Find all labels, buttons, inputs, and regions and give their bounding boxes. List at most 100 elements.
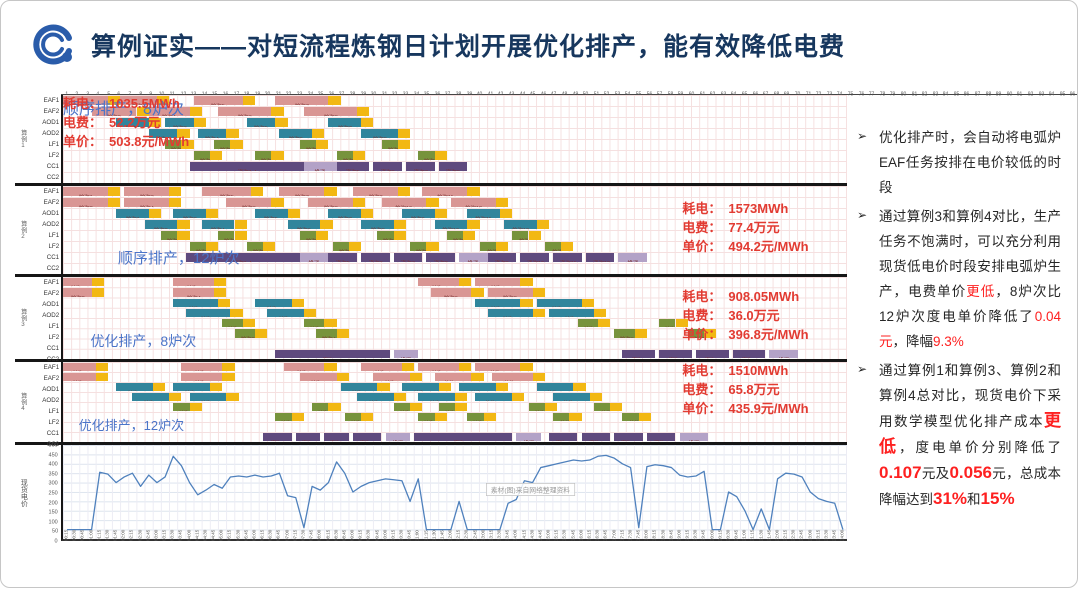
case-label: 算例4: [19, 392, 27, 412]
gantt-bar: 炉次10: [434, 373, 472, 381]
gantt-bar: 炉次2: [234, 329, 255, 338]
price-xlabel: 03:15: [162, 529, 168, 541]
gantt-bar: 炉次7: [659, 319, 676, 328]
time-tick: 9: [146, 81, 157, 98]
price-xlabel: 15:45: [570, 529, 576, 541]
gantt-bar: 炉次1: [222, 319, 243, 328]
highlight-text: 9.3%: [933, 334, 964, 349]
gantt-wait-block: [410, 403, 423, 411]
stat-value: 77.4万元: [728, 219, 780, 235]
gantt-wait-block: [230, 308, 243, 317]
machine-row-label: EAF1: [43, 279, 60, 286]
gantt-bar: 炉次4: [124, 198, 170, 207]
time-tick: 36: [432, 81, 443, 98]
time-tick: 13: [188, 81, 199, 98]
bullet-item: ➢ 优化排产时，会自动将电弧炉EAF任务按排在电价较低的时段: [857, 125, 1061, 200]
price-xlabel: 12:45: [472, 529, 478, 541]
price-xlabel: 04:00: [186, 529, 192, 541]
gantt-bar: 浇次8: [426, 253, 455, 262]
gantt-wait-block: [704, 329, 717, 338]
gantt-wait-block: [434, 209, 447, 218]
gantt-wait-block: [107, 96, 121, 105]
gantt-bar: 炉次1: [63, 187, 108, 196]
machine-row-label: CC1: [46, 345, 60, 352]
gantt-bar: 炉次10: [553, 413, 570, 421]
gantt-bar: 炉次6: [218, 107, 272, 116]
gantt-bar: 炉次4: [373, 373, 411, 381]
gantt-wait-block: [271, 107, 284, 116]
gantt-wait-block: [177, 220, 190, 229]
gantt-bar: 炉次3: [165, 118, 194, 127]
price-xlabel: 09:15: [358, 529, 364, 541]
machine-row-label: CC2: [46, 174, 60, 181]
gantt-bar: 炉次12: [553, 393, 590, 401]
gantt-bar: 浇次10: [581, 433, 611, 441]
gantt-bar: 炉次8: [410, 242, 427, 251]
machine-row-label: CC2: [46, 441, 60, 448]
price-xlabel: 17:45: [636, 529, 642, 541]
gantt-bar: 炉次7: [377, 231, 394, 240]
price-xlabel: 15:30: [562, 529, 568, 541]
bullet-marker-icon: ➢: [857, 129, 868, 143]
page-title: 算例证实——对短流程炼钢日计划开展优化排产，能有效降低电费: [91, 33, 846, 61]
case-label: 算例2: [19, 220, 27, 240]
gantt-bar: 浇次8: [732, 349, 766, 358]
gantt-wait-block: [234, 231, 247, 240]
gantt-bar: 炉次6: [487, 308, 533, 317]
price-xlabel: 09:00: [350, 529, 355, 541]
price-xlabel: 07:30: [301, 529, 306, 541]
stat-key: 单价：: [63, 133, 103, 149]
stat-key: 电费：: [63, 114, 103, 130]
machine-row-labels: EAF1 EAF2 AOD1 AOD2 LF1 LF2 CC1 CC2: [31, 277, 61, 363]
gantt-wait-block: [520, 298, 533, 307]
price-xlabel: 05:30: [235, 529, 241, 541]
bullet-text: 优化排产时，会自动将电弧炉EAF任务按排在电价较低的时段: [879, 125, 1061, 200]
stat-value: 503.8元/MWh: [109, 133, 190, 149]
gantt-wait-block: [95, 373, 108, 381]
price-xlabel: 01:45: [113, 529, 119, 541]
gantt-bar: 炉次7: [536, 298, 582, 307]
stat-row: 单价： 396.8元/MWh: [682, 326, 808, 345]
gantt-bar: 炉次5: [254, 209, 288, 218]
gantt-wait-block: [397, 129, 411, 138]
gantt-bar: 炉次12: [450, 198, 496, 207]
time-tick: 59: [675, 81, 686, 98]
gantt-bar: 浇次6: [361, 253, 390, 262]
bullet-marker-icon: ➢: [857, 362, 868, 376]
time-tick: 61: [697, 81, 708, 98]
price-xlabel: 24:00: [840, 529, 846, 541]
time-tick: 47: [548, 81, 559, 98]
gantt-wait-block: [222, 373, 235, 381]
price-xlabel: 16:30: [595, 529, 601, 541]
stat-key: 耗电：: [63, 96, 103, 111]
gantt-wait-block: [136, 107, 149, 116]
gantt-bar: 炉次4: [173, 288, 215, 297]
price-xlabel: 08:15: [325, 529, 331, 541]
price-xlabel: 23:45: [832, 529, 838, 541]
gantt-bar: 换浇: [769, 349, 798, 358]
gantt-bar: 浇次12: [646, 433, 676, 441]
time-tick: 50: [580, 81, 591, 98]
gantt-bar: 炉次7: [312, 403, 329, 411]
gantt-bar: 炉次9: [352, 187, 398, 196]
price-xlabel: 15:00: [546, 529, 552, 541]
stat-value: 52.2万元: [109, 114, 161, 130]
gantt-bar: 炉次6: [279, 129, 313, 138]
gantt-wait-block: [303, 308, 317, 317]
time-tick: 30: [368, 81, 379, 98]
time-tick: 11: [167, 81, 178, 98]
gantt-bar: 炉次5: [201, 187, 251, 196]
header: 算例证实——对短流程炼钢日计划开展优化排产，能有效降低电费: [1, 1, 1077, 73]
time-tick: 32: [389, 81, 400, 98]
time-tick: 77: [868, 91, 875, 98]
gantt-wait-block: [573, 383, 586, 391]
gantt-wait-block: [95, 363, 108, 371]
gantt-bar: 炉次1: [393, 403, 411, 411]
gantt-wait-block: [148, 118, 161, 127]
price-xlabel: 16:15: [587, 529, 592, 541]
price-xlabel: 13:30: [497, 529, 503, 541]
gantt-bar: 浇次6: [295, 433, 321, 441]
machine-row-labels: EAF1 EAF2 AOD1 AOD2 LF1 LF2 CC1 CC2: [31, 95, 61, 183]
gantt-bar: 浇次6: [373, 162, 402, 171]
price-xlabel: 23:15: [815, 529, 821, 541]
